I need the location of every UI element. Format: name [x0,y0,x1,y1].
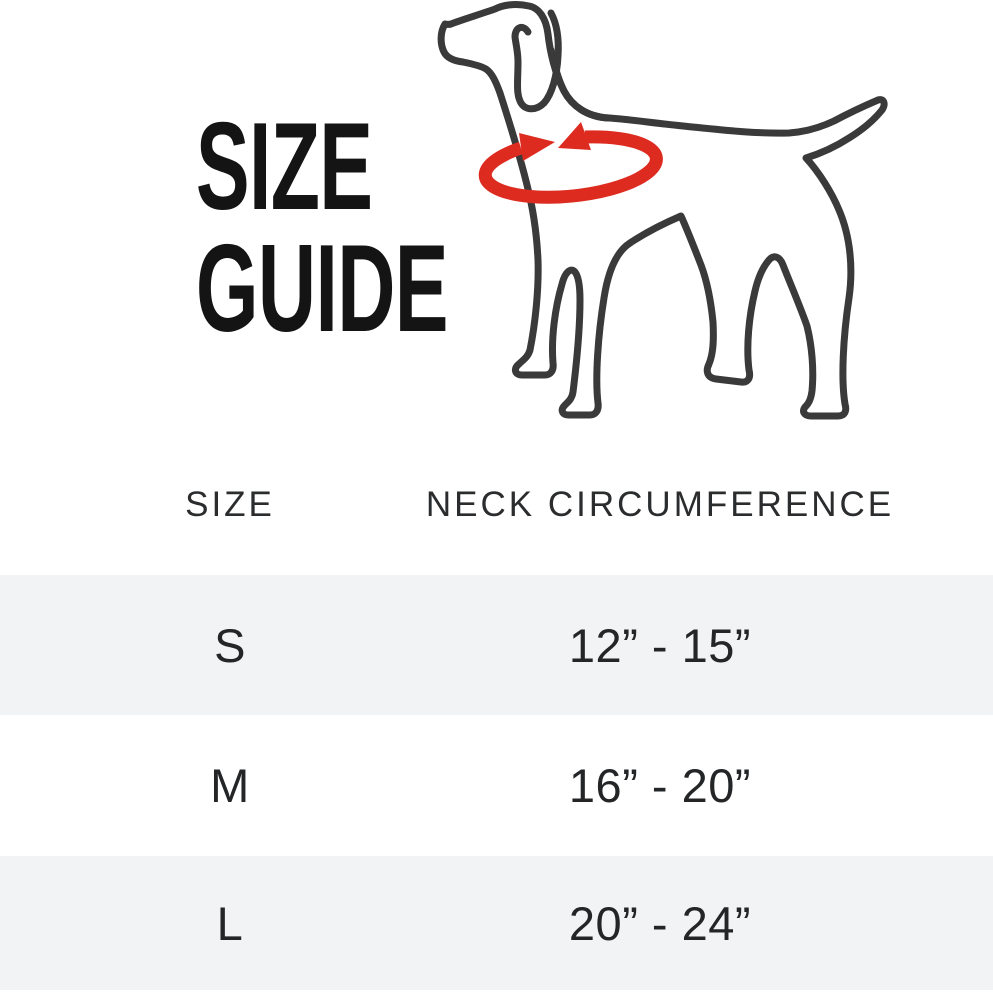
page-title: SIZE GUIDE [195,98,449,358]
neck-cell: 16” - 20” [568,759,752,812]
dog-neck-line [547,46,613,122]
table-header: SIZE NECK CIRCUMFERENCE [0,468,993,542]
neck-measure-arrow-ring [478,130,663,204]
neck-cell: 20” - 24” [568,896,752,950]
table-row: L 20” - 24” [0,856,993,990]
size-cell: M [210,759,250,812]
dog-neck-measurement-icon [437,1,888,420]
header-neck-circumference: NECK CIRCUMFERENCE [425,485,895,524]
neck-cell: 12” - 15” [568,618,752,672]
size-cell: L [216,896,244,950]
title-line-2: GUIDE [195,220,449,358]
header-size: SIZE [185,485,275,524]
dog-outline [437,1,888,420]
size-table: S 12” - 15” M 16” - 20” L 20” - 24” [0,575,993,990]
neck-measure-arrowhead-left [519,133,555,161]
neck-measure-arrowhead-right [558,122,591,150]
title-line-1: SIZE [195,98,373,236]
table-row: M 16” - 20” [0,715,993,856]
table-row: S 12” - 15” [0,575,993,715]
size-cell: S [214,618,246,672]
dog-illustration [415,0,915,440]
dog-ear-line [511,9,562,113]
